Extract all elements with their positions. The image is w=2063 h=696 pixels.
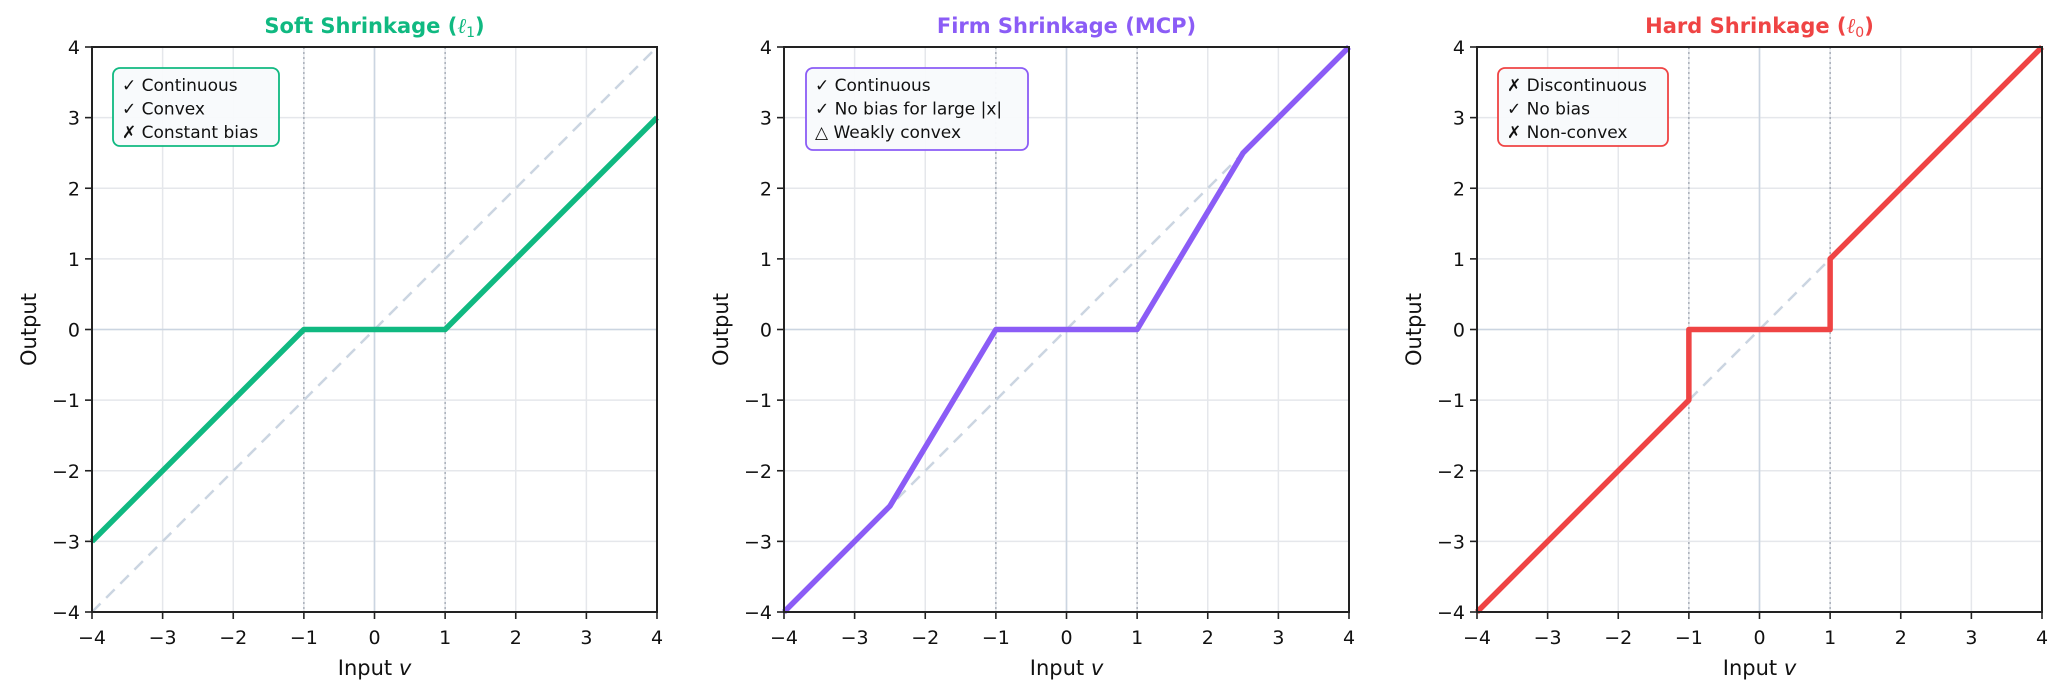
x-tick-label: −4 (78, 627, 106, 649)
chart-panel-3: −4 −3 −2 −1 0 1 2 3 4 −4 −3 −2 −1 0 1 2 3 4 Input v Output H… (1402, 14, 2048, 680)
y-tick-label: −3 (52, 531, 80, 553)
x-tick-label: 3 (580, 627, 592, 649)
chart-title: Firm Shrinkage (MCP) (937, 14, 1196, 38)
y-tick-label: −1 (1437, 390, 1465, 412)
title-end: ) (475, 14, 485, 38)
y-tick-label: 1 (1453, 249, 1465, 271)
x-tick-label: −1 (1675, 627, 1703, 649)
x-tick-label: 1 (1824, 627, 1836, 649)
title-symbol: ℓ (1847, 14, 1856, 38)
x-tick-label: −4 (770, 627, 798, 649)
title-subscript: 1 (466, 25, 475, 41)
series-hard (1475, 45, 2044, 614)
y-tick-label: −2 (1437, 461, 1465, 483)
chart-title: Soft Shrinkage (ℓ1) (264, 14, 484, 41)
annotation-line: ✗ Non-convex (1507, 123, 1627, 143)
y-tick-label: 1 (760, 249, 772, 271)
annotation-line: ✗ Constant bias (122, 123, 258, 143)
y-tick-label: 4 (1453, 37, 1465, 59)
y-tick-label: 0 (760, 320, 772, 342)
y-tick-label: 0 (1453, 320, 1465, 342)
x-tick-label: −3 (149, 627, 177, 649)
x-tick-label: 1 (439, 627, 451, 649)
chart-panel-2: −4 −3 −2 −1 0 1 2 3 4 −4 −3 −2 −1 0 1 2 3 4 Input v Output F… (709, 14, 1355, 680)
title-subscript: 0 (1855, 25, 1864, 41)
x-tick-label: 4 (1343, 627, 1355, 649)
annotation-line: ✓ Continuous (122, 76, 238, 96)
x-axis-label: Input v (338, 656, 412, 680)
y-tick-label: 4 (760, 37, 772, 59)
y-tick-label: −1 (744, 390, 772, 412)
y-tick-label: −4 (1437, 602, 1465, 624)
x-axis-label-text: Input (1723, 656, 1784, 680)
annotation-line: ✓ No bias (1507, 100, 1590, 120)
x-axis-label: Input v (1030, 656, 1104, 680)
y-tick-label: 2 (68, 178, 80, 200)
annotation-line: ✗ Discontinuous (1507, 76, 1647, 96)
annotation-line: △ Weakly convex (815, 123, 961, 143)
x-tick-label: 0 (368, 627, 380, 649)
x-tick-label: −1 (290, 627, 318, 649)
series-firm (782, 45, 1351, 614)
series-soft (90, 115, 659, 544)
x-axis-label-var: v (1784, 656, 1797, 680)
title-main: Hard Shrinkage ( (1645, 14, 1846, 38)
annotation-line: ✓ No bias for large |x| (815, 100, 1002, 120)
y-tick-label: −2 (744, 461, 772, 483)
x-tick-label: 2 (1202, 627, 1214, 649)
y-tick-label: 2 (760, 178, 772, 200)
y-tick-label: 2 (1453, 178, 1465, 200)
x-tick-label: −1 (982, 627, 1010, 649)
y-tick-label: −4 (744, 602, 772, 624)
annotation-box (112, 67, 280, 147)
title-main: Soft Shrinkage ( (264, 14, 457, 38)
y-tick-label: −2 (52, 461, 80, 483)
title-main: Firm Shrinkage (MCP) (937, 14, 1196, 38)
y-axis-label: Output (709, 293, 733, 366)
y-tick-label: −4 (52, 602, 80, 624)
title-symbol: ℓ (457, 14, 466, 38)
chart-title: Hard Shrinkage (ℓ0) (1645, 14, 1874, 41)
x-tick-label: −3 (1534, 627, 1562, 649)
x-axis-label-var: v (1091, 656, 1104, 680)
y-tick-label: 4 (68, 37, 80, 59)
x-axis-label: Input v (1723, 656, 1797, 680)
x-tick-label: 3 (1272, 627, 1284, 649)
y-axis-label: Output (17, 293, 41, 366)
annotation-line: ✓ Convex (122, 100, 205, 120)
y-tick-label: −3 (744, 531, 772, 553)
x-tick-label: −2 (911, 627, 939, 649)
annotation-box (1497, 67, 1669, 147)
x-tick-label: −2 (1604, 627, 1632, 649)
x-tick-label: 4 (651, 627, 663, 649)
y-tick-label: 3 (68, 108, 80, 130)
y-tick-label: −3 (1437, 531, 1465, 553)
x-tick-label: 0 (1753, 627, 1765, 649)
y-tick-label: −1 (52, 390, 80, 412)
title-end: ) (1864, 14, 1874, 38)
y-tick-label: 3 (760, 108, 772, 130)
x-tick-label: 2 (510, 627, 522, 649)
identity-line (91, 46, 658, 613)
x-tick-label: −4 (1463, 627, 1491, 649)
x-tick-label: 1 (1131, 627, 1143, 649)
y-tick-label: 1 (68, 249, 80, 271)
x-tick-label: 0 (1060, 627, 1072, 649)
y-axis-label: Output (1402, 293, 1426, 366)
annotation-line: ✓ Continuous (815, 76, 931, 96)
y-tick-label: 3 (1453, 108, 1465, 130)
x-axis-label-var: v (399, 656, 412, 680)
chart-panel-1: −4 −3 −2 −1 0 1 2 3 4 −4 −3 −2 −1 0 1 2 3 4 Input v Output S… (17, 14, 663, 680)
x-tick-label: 3 (1965, 627, 1977, 649)
x-tick-label: 2 (1895, 627, 1907, 649)
x-tick-label: −2 (219, 627, 247, 649)
x-tick-label: −3 (841, 627, 869, 649)
y-tick-label: 0 (68, 320, 80, 342)
annotation-box (805, 67, 1029, 151)
x-axis-label-text: Input (1030, 656, 1091, 680)
x-axis-label-text: Input (338, 656, 399, 680)
x-tick-label: 4 (2036, 627, 2048, 649)
